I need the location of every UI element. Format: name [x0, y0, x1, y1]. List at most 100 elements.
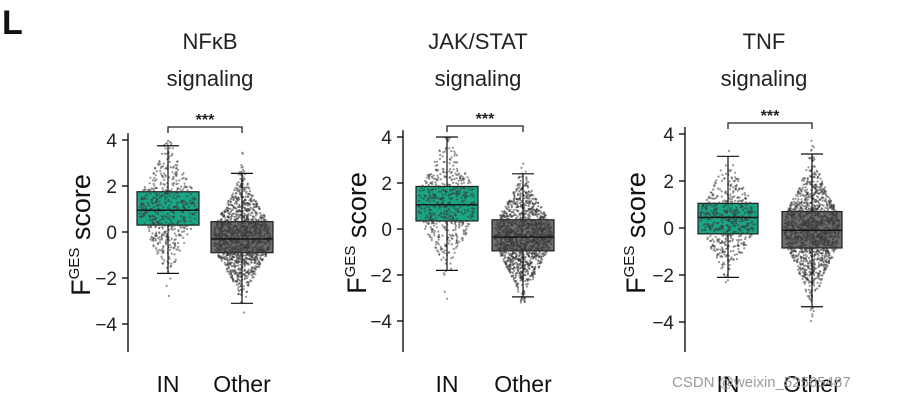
data-point	[530, 220, 534, 223]
data-point	[430, 236, 433, 239]
data-point	[227, 212, 230, 215]
data-point	[454, 187, 457, 190]
data-point	[226, 230, 229, 233]
data-point	[166, 217, 169, 220]
data-point	[536, 215, 539, 218]
data-point	[433, 177, 436, 180]
data-point	[442, 171, 445, 174]
data-point	[424, 179, 427, 183]
data-point	[713, 246, 716, 250]
data-point	[448, 233, 451, 236]
data-point	[160, 255, 163, 258]
data-point	[707, 197, 710, 200]
data-point	[237, 289, 241, 293]
data-point	[176, 202, 179, 205]
data-point	[237, 260, 240, 263]
data-point	[523, 190, 526, 193]
data-point	[229, 246, 232, 249]
data-point	[527, 249, 530, 252]
data-point	[155, 204, 158, 208]
data-point	[245, 258, 248, 261]
y-tick-label: −2	[370, 266, 392, 287]
data-point	[149, 238, 152, 241]
data-point	[233, 189, 236, 192]
data-point	[730, 203, 733, 206]
data-point	[192, 223, 195, 226]
data-point	[426, 199, 429, 202]
data-point	[173, 242, 176, 246]
data-point	[531, 274, 535, 277]
data-point	[726, 210, 729, 213]
data-point	[429, 181, 432, 184]
data-point	[544, 226, 547, 229]
data-point	[186, 189, 189, 192]
data-point	[250, 257, 253, 260]
data-point	[268, 235, 271, 238]
data-point	[452, 192, 455, 195]
data-point	[742, 208, 745, 211]
data-point	[741, 242, 744, 245]
data-point	[425, 206, 428, 209]
data-point	[713, 208, 716, 211]
data-point	[243, 225, 246, 228]
data-point	[142, 202, 145, 205]
data-point	[727, 218, 730, 221]
data-point	[236, 262, 239, 265]
data-point	[172, 246, 175, 249]
data-point	[428, 217, 431, 220]
data-point	[535, 230, 538, 233]
data-point	[168, 217, 171, 221]
data-point	[160, 165, 163, 168]
data-point	[430, 220, 434, 223]
data-point	[713, 230, 716, 233]
data-point	[740, 219, 744, 222]
data-point	[733, 211, 736, 214]
data-point	[512, 191, 515, 194]
data-point	[189, 212, 192, 215]
data-point	[823, 269, 826, 272]
data-point	[471, 192, 474, 195]
data-point	[157, 221, 161, 224]
data-point	[444, 147, 447, 150]
data-point	[263, 233, 266, 236]
data-point	[527, 216, 530, 219]
y-axis-label-base: F	[342, 277, 372, 294]
data-point	[724, 203, 727, 206]
data-point	[450, 243, 453, 246]
data-point	[470, 215, 473, 218]
data-point	[507, 206, 510, 209]
data-point	[150, 235, 153, 238]
data-point	[238, 282, 241, 285]
data-point	[161, 262, 164, 265]
data-point	[189, 216, 192, 219]
data-point	[241, 165, 244, 168]
data-point	[431, 180, 434, 183]
chart-title-line: signaling	[167, 66, 254, 91]
data-point	[263, 227, 266, 230]
data-point	[225, 207, 228, 210]
data-point	[734, 214, 737, 217]
data-point	[532, 202, 535, 206]
data-point	[168, 147, 171, 150]
data-point	[159, 169, 162, 172]
data-point	[504, 205, 507, 208]
data-point	[153, 184, 156, 187]
data-point	[524, 184, 527, 187]
data-point	[791, 218, 794, 222]
data-point	[156, 194, 159, 198]
data-point	[456, 195, 459, 198]
data-point	[826, 210, 829, 213]
data-point	[239, 272, 242, 275]
data-point	[193, 217, 196, 220]
data-point	[181, 230, 184, 233]
data-point	[521, 247, 524, 251]
data-point	[507, 240, 510, 243]
data-point	[194, 211, 197, 214]
data-point	[158, 219, 161, 222]
data-point	[707, 202, 710, 205]
significance-label: ***	[196, 112, 215, 129]
data-point	[433, 213, 436, 216]
data-point	[735, 206, 738, 209]
data-point	[242, 243, 245, 246]
data-point	[533, 268, 536, 271]
